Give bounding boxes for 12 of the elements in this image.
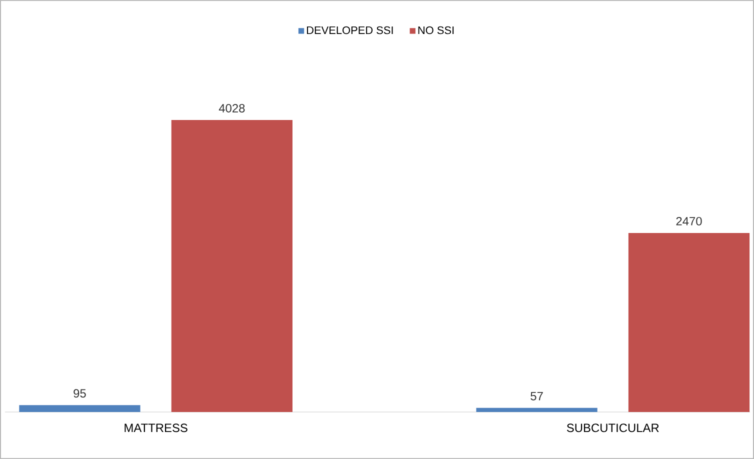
data-label: 4028 <box>218 104 245 112</box>
data-label: 57 <box>530 392 543 400</box>
legend-label: DEVELOPED SSI <box>306 26 393 34</box>
bar <box>171 120 292 412</box>
bar <box>476 408 598 412</box>
bar <box>19 405 140 412</box>
data-label: 95 <box>74 389 86 398</box>
bar <box>628 232 750 412</box>
x-tick-label: MATTRESS <box>124 424 188 432</box>
legend-label: NO SSI <box>418 26 454 34</box>
data-label: 2470 <box>676 216 702 226</box>
x-tick-label: SUBCUTICULAR <box>566 424 659 432</box>
